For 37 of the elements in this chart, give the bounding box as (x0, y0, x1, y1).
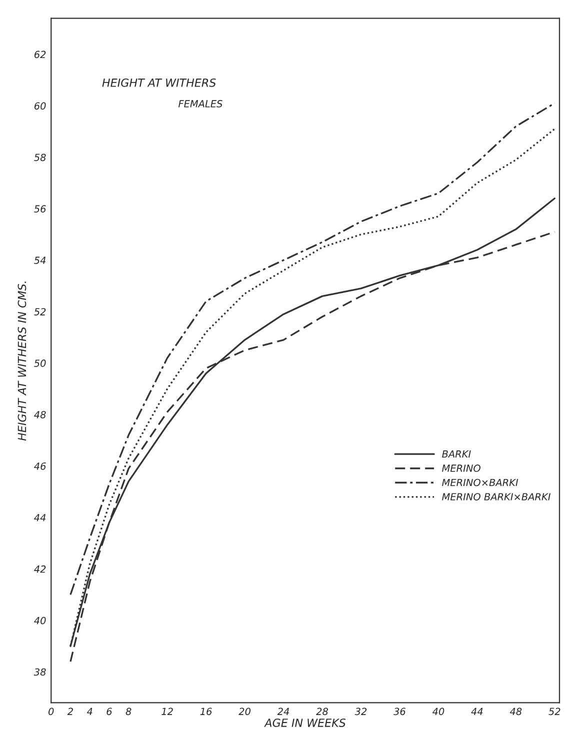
x-axis-title: AGE IN WEEKS (264, 718, 346, 727)
x-tick-label: 20 (238, 708, 250, 716)
legend-label: MERINO BARKI×BARKI (442, 493, 550, 500)
x-tick-label: 6 (106, 708, 112, 716)
y-tick-label: 44 (34, 514, 46, 522)
y-tick-label: 42 (34, 565, 46, 573)
x-tick-label: 2 (67, 708, 73, 715)
x-tick-label: 48 (510, 708, 522, 716)
x-tick-label: 0 (48, 708, 54, 716)
y-tick-label: 48 (34, 411, 46, 418)
x-tick-label: 28 (316, 708, 328, 716)
x-tick-label: 32 (354, 708, 367, 716)
y-tick-label: 52 (34, 308, 46, 316)
x-tick-label: 4 (86, 708, 92, 715)
y-tick-label: 40 (34, 616, 46, 624)
text: FEMALES (178, 100, 222, 108)
y-tick-label: 56 (34, 205, 46, 213)
x-tick-label: 8 (126, 708, 132, 716)
x-tick-label: 24 (277, 708, 290, 715)
x-tick-label: 36 (394, 708, 406, 716)
y-tick-label: 60 (34, 102, 46, 110)
legend-label: BARKI (442, 450, 471, 458)
legend-label: MERINO×BARKI (442, 478, 518, 486)
y-tick-label: 50 (34, 360, 46, 367)
x-tick-label: 12 (162, 708, 173, 715)
y-tick-label: 62 (34, 50, 46, 58)
x-tick-label: 16 (200, 708, 212, 716)
y-tick-label: 38 (34, 668, 46, 676)
y-tick-label: 54 (34, 256, 46, 264)
y-tick-label: 58 (34, 154, 46, 162)
x-tick-label: 52 (548, 708, 560, 716)
text: HEIGHT AT WITHERS (102, 78, 216, 87)
y-tick-label: 46 (34, 462, 46, 470)
y-axis-title: HEIGHT AT WITHERS IN CMS. (18, 282, 26, 441)
legend-label: MERINO (442, 464, 480, 472)
x-tick-label: 40 (432, 708, 444, 716)
x-tick-label: 44 (471, 708, 483, 715)
